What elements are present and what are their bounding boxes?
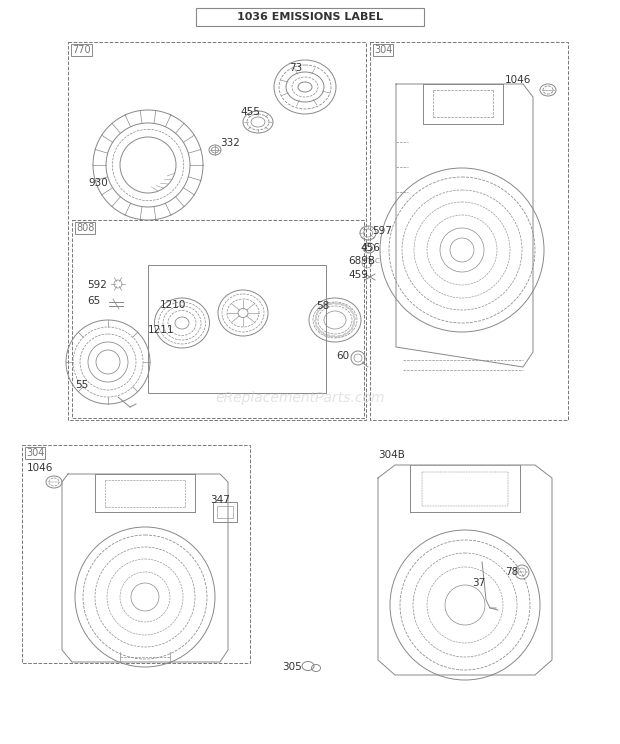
Text: 689B: 689B	[348, 256, 375, 266]
Text: 1210: 1210	[160, 300, 187, 310]
Text: 459: 459	[348, 270, 368, 280]
Bar	[217, 506, 233, 518]
Text: eReplacementParts.com: eReplacementParts.com	[215, 391, 385, 405]
Text: 808: 808	[76, 223, 94, 233]
Text: 55: 55	[75, 380, 88, 390]
Text: 37: 37	[472, 578, 485, 588]
Text: 455: 455	[240, 107, 260, 117]
Bar	[370, 42, 568, 420]
Text: 592: 592	[87, 280, 107, 290]
Text: 73: 73	[289, 63, 302, 73]
Text: 60: 60	[336, 351, 349, 361]
Text: 304: 304	[374, 45, 392, 55]
Text: 305: 305	[282, 662, 302, 672]
Text: 1046: 1046	[505, 75, 531, 85]
Text: 332: 332	[220, 138, 240, 148]
Text: 304: 304	[26, 448, 45, 458]
Bar	[22, 445, 250, 663]
Text: 597: 597	[372, 226, 392, 236]
Text: 456: 456	[360, 243, 380, 253]
Text: 65: 65	[87, 296, 100, 306]
Bar	[68, 42, 366, 420]
Text: C: C	[375, 258, 379, 264]
Bar	[148, 265, 326, 393]
Text: 930: 930	[88, 178, 108, 188]
Text: 770: 770	[72, 45, 91, 55]
Bar	[72, 220, 364, 418]
Text: 1046: 1046	[27, 463, 53, 473]
Text: 1211: 1211	[148, 325, 174, 335]
Text: 58: 58	[316, 301, 329, 311]
Text: 347: 347	[210, 495, 230, 505]
Text: 304B: 304B	[378, 450, 405, 460]
Text: 1036 EMISSIONS LABEL: 1036 EMISSIONS LABEL	[237, 12, 383, 22]
Bar	[213, 502, 237, 522]
Bar	[196, 8, 424, 26]
Text: 78: 78	[505, 567, 518, 577]
